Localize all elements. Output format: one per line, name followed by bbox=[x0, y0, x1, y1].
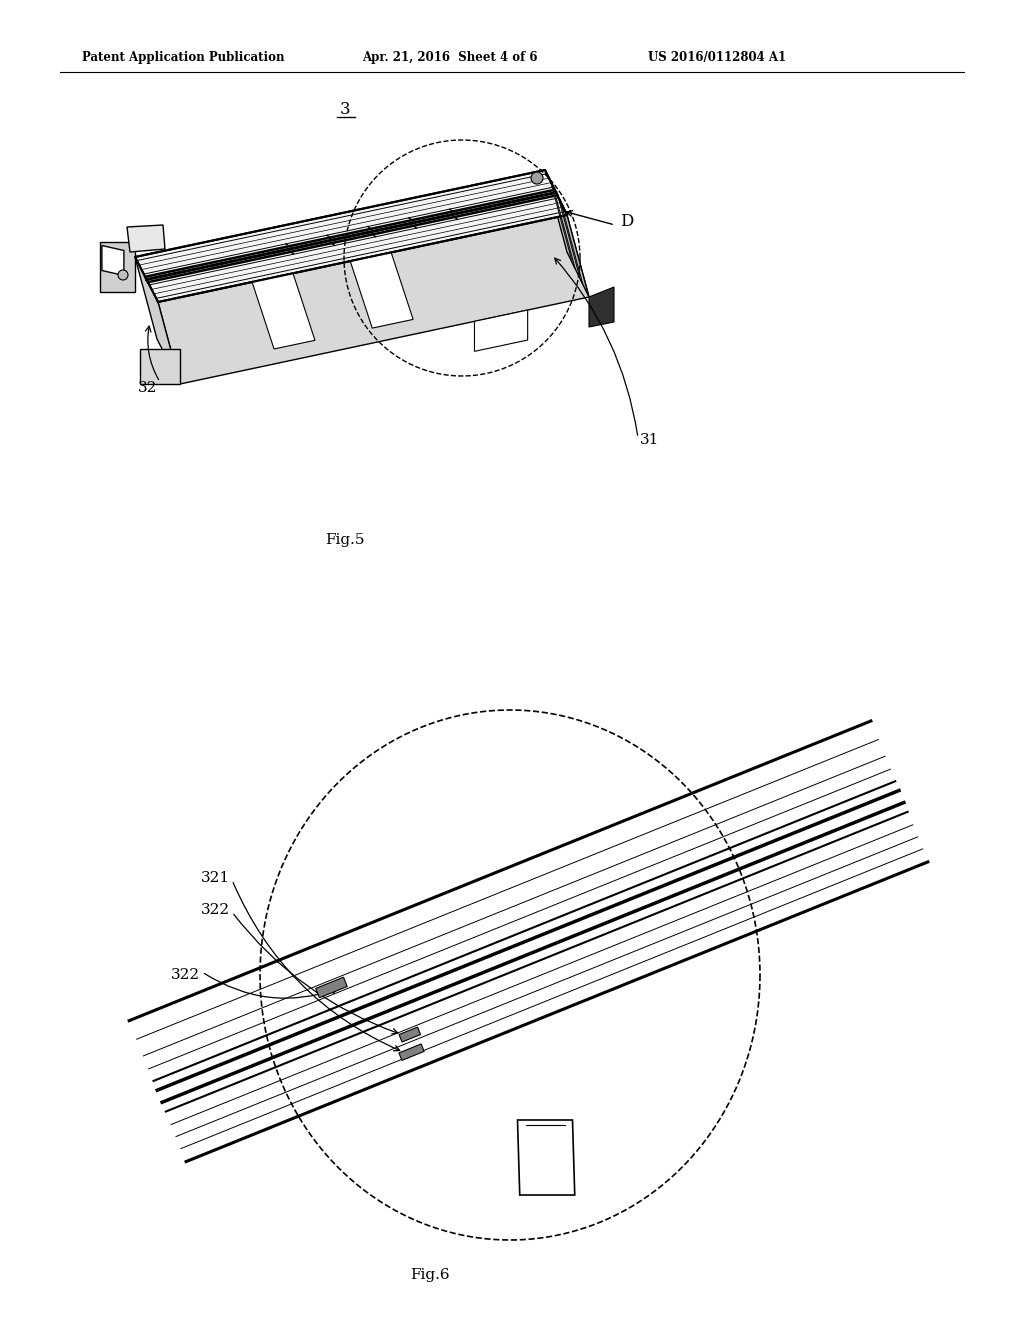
Text: 322: 322 bbox=[170, 968, 200, 982]
Text: Fig.6: Fig.6 bbox=[411, 1269, 450, 1282]
Text: Fig.5: Fig.5 bbox=[326, 533, 365, 546]
Polygon shape bbox=[399, 1027, 421, 1041]
Polygon shape bbox=[558, 197, 583, 284]
Polygon shape bbox=[252, 273, 315, 348]
Polygon shape bbox=[350, 252, 413, 329]
Text: D: D bbox=[620, 214, 634, 231]
Polygon shape bbox=[545, 170, 589, 297]
Polygon shape bbox=[399, 1044, 424, 1060]
Polygon shape bbox=[100, 242, 135, 292]
Polygon shape bbox=[589, 286, 614, 327]
Polygon shape bbox=[102, 246, 124, 276]
Polygon shape bbox=[140, 348, 180, 384]
Text: Apr. 21, 2016  Sheet 4 of 6: Apr. 21, 2016 Sheet 4 of 6 bbox=[362, 51, 538, 65]
Text: 3: 3 bbox=[340, 102, 350, 119]
Text: US 2016/0112804 A1: US 2016/0112804 A1 bbox=[648, 51, 786, 65]
Text: 322: 322 bbox=[201, 903, 229, 917]
Polygon shape bbox=[517, 1119, 574, 1195]
Polygon shape bbox=[551, 181, 575, 269]
Text: 32: 32 bbox=[138, 381, 158, 395]
Polygon shape bbox=[474, 310, 527, 351]
Circle shape bbox=[531, 172, 543, 183]
Text: 321: 321 bbox=[201, 871, 229, 884]
Text: 31: 31 bbox=[640, 433, 659, 447]
Polygon shape bbox=[135, 170, 567, 302]
Polygon shape bbox=[315, 977, 347, 998]
Polygon shape bbox=[135, 257, 180, 384]
Circle shape bbox=[118, 271, 128, 280]
Polygon shape bbox=[158, 215, 589, 384]
Text: Patent Application Publication: Patent Application Publication bbox=[82, 51, 285, 65]
Polygon shape bbox=[127, 224, 165, 252]
